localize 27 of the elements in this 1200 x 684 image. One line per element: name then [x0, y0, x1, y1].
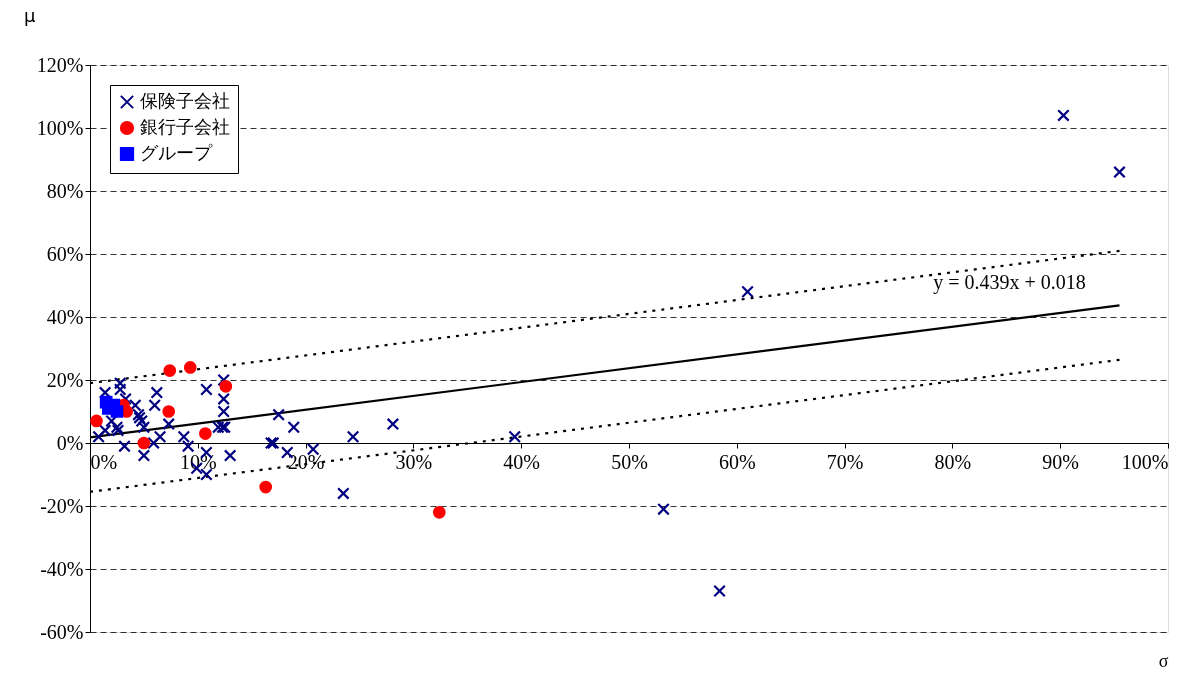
x-tick-label: 10% [179, 450, 217, 473]
y-tick-label: 120% [36, 53, 84, 76]
x-tick-label: 90% [1042, 450, 1080, 473]
y-tick-label: -20% [40, 494, 84, 517]
y-tick-label: 80% [46, 179, 84, 202]
y-tick-label: 40% [46, 305, 84, 328]
y-tick-label: 0% [56, 431, 84, 454]
x-tick-label: 80% [934, 450, 972, 473]
x-tick-label: 70% [826, 450, 864, 473]
legend-label: 銀行子会社 [140, 116, 230, 137]
x-tick-label: 0% [90, 450, 118, 473]
annotation: y = 0.439x + 0.018 [933, 271, 1086, 295]
legend-label: グループ [140, 142, 213, 163]
x-tick-label: 30% [395, 450, 433, 473]
y-tick-label: 60% [46, 242, 84, 265]
y-tick-label: -40% [40, 557, 84, 580]
y-tick-label: 20% [46, 368, 84, 391]
x-tick-label: 40% [503, 450, 541, 473]
legend-label: 保険子会社 [140, 90, 230, 111]
x-tick-label: 20% [287, 450, 325, 473]
y-tick-label: 100% [36, 116, 84, 139]
y-tick-label: -60% [40, 620, 84, 643]
x-tick-label: 100% [1121, 450, 1169, 473]
x-tick-label: 60% [718, 450, 756, 473]
y-axis-title: μ [24, 4, 37, 26]
x-tick-label: 50% [611, 450, 648, 473]
x-axis-title: σ [1158, 650, 1169, 671]
